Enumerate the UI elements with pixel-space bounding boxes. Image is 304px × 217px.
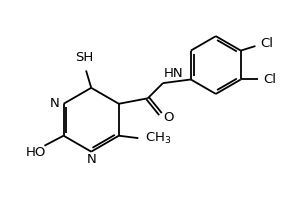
Text: CH$_3$: CH$_3$: [145, 131, 172, 146]
Text: N: N: [50, 97, 60, 110]
Text: HO: HO: [26, 146, 47, 159]
Text: HN: HN: [164, 67, 183, 80]
Text: SH: SH: [75, 51, 94, 64]
Text: Cl: Cl: [260, 36, 273, 49]
Text: O: O: [163, 111, 173, 124]
Text: N: N: [86, 153, 96, 166]
Text: Cl: Cl: [263, 73, 276, 86]
